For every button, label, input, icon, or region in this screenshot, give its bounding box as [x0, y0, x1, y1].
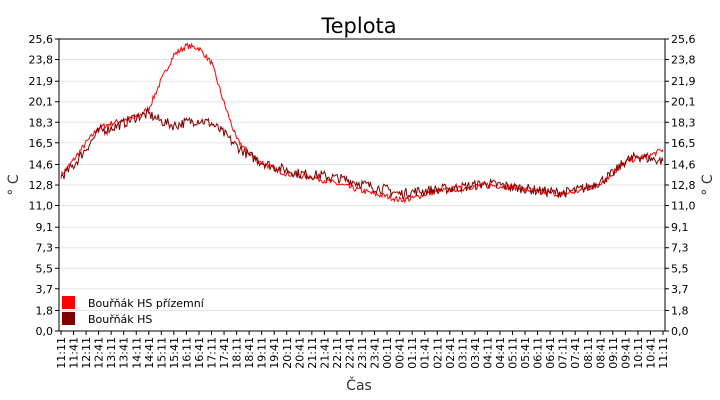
legend-label: Bouřňák HS přízemní	[88, 297, 205, 310]
y-tick-label-right: 20,1	[671, 96, 696, 109]
x-tick-label: 23:11	[356, 337, 369, 369]
y-tick-label-right: 12,8	[671, 179, 696, 192]
y-tick-label-left: 25,6	[29, 33, 54, 46]
y-tick-label-right: 25,6	[671, 33, 696, 46]
x-tick-label: 10:11	[632, 337, 645, 369]
x-tick-label: 07:11	[557, 337, 570, 369]
series-line-2	[60, 108, 664, 200]
x-tick-label: 01:11	[406, 337, 419, 369]
x-tick-label: 07:41	[569, 337, 582, 369]
y-tick-label-right: 23,8	[671, 54, 696, 67]
x-tick-label: 21:41	[318, 337, 331, 369]
legend-swatch	[62, 312, 75, 325]
x-tick-label: 03:41	[469, 337, 482, 369]
x-tick-label: 10:41	[644, 337, 657, 369]
grid	[59, 38, 665, 332]
x-tick-label: 13:11	[105, 337, 118, 369]
x-tick-label: 09:11	[607, 337, 620, 369]
x-tick-label: 04:41	[494, 337, 507, 369]
series-line-1	[60, 42, 664, 205]
x-tick-label: 13:41	[118, 337, 131, 369]
x-tick-label: 22:11	[331, 337, 344, 369]
y-tick-label-left: 11,0	[29, 200, 54, 213]
y-tick-label-left: 21,9	[29, 75, 54, 88]
x-tick-label: 20:41	[293, 337, 306, 369]
y-tick-label-left: 12,8	[29, 179, 54, 192]
x-tick-label: 14:11	[130, 337, 143, 369]
y-tick-label-right: 7,3	[671, 242, 689, 255]
x-tick-label: 02:11	[431, 337, 444, 369]
legend-label: Bouřňák HS	[88, 313, 152, 326]
x-tick-label: 02:41	[444, 337, 457, 369]
series-lines	[60, 42, 664, 205]
chart-title: Teplota	[320, 14, 396, 38]
x-ticks: 11:11 11:41 12:11 12:41 13:11 13:41 14:11 14:41…	[55, 331, 670, 369]
y-tick-label-left: 16,5	[29, 137, 54, 150]
x-tick-label: 06:41	[544, 337, 557, 369]
x-tick-label: 08:41	[594, 337, 607, 369]
x-tick-label: 21:11	[306, 337, 319, 369]
legend: Bouřňák HS přízemní Bouřňák HS	[62, 296, 205, 326]
y-tick-label-right: 21,9	[671, 75, 696, 88]
y-tick-label-right: 3,7	[671, 283, 689, 296]
x-tick-label: 01:41	[419, 337, 432, 369]
x-tick-label: 20:11	[281, 337, 294, 369]
y-tick-label-right: 18,3	[671, 116, 696, 129]
x-tick-label: 22:41	[343, 337, 356, 369]
y-tick-label-left: 20,1	[29, 96, 54, 109]
x-axis-label: Čas	[346, 376, 372, 394]
y-tick-label-left: 3,7	[36, 283, 54, 296]
x-tick-label: 04:11	[481, 337, 494, 369]
x-tick-label: 11:41	[68, 337, 81, 369]
y-tick-label-left: 7,3	[36, 242, 54, 255]
y-tick-label-right: 16,5	[671, 137, 696, 150]
y-tick-label-right: 9,1	[671, 221, 689, 234]
x-tick-label: 00:41	[394, 337, 407, 369]
x-tick-label: 00:11	[381, 337, 394, 369]
x-tick-label: 12:41	[93, 337, 106, 369]
x-tick-label: 14:41	[143, 337, 156, 369]
y-tick-label-right: 5,5	[671, 262, 689, 275]
x-tick-label: 15:11	[155, 337, 168, 369]
x-tick-label: 16:11	[180, 337, 193, 369]
x-tick-label: 06:11	[532, 337, 545, 369]
y-tick-label-left: 0,0	[36, 325, 54, 338]
x-tick-label: 09:41	[619, 337, 632, 369]
y-tick-label-left: 1,8	[36, 304, 54, 317]
x-tick-label: 05:11	[507, 337, 520, 369]
x-tick-label: 15:41	[168, 337, 181, 369]
x-tick-label: 19:11	[256, 337, 269, 369]
x-tick-label: 05:41	[519, 337, 532, 369]
x-tick-label: 17:41	[218, 337, 231, 369]
x-tick-label: 17:11	[206, 337, 219, 369]
legend-swatch	[62, 296, 75, 309]
y-tick-label-right: 11,0	[671, 200, 696, 213]
x-tick-label: 08:11	[582, 337, 595, 369]
y-tick-label-left: 9,1	[36, 221, 54, 234]
y-tick-label-left: 14,6	[29, 158, 54, 171]
y-axis-label-left: ° C	[6, 174, 22, 195]
y-tick-label-left: 23,8	[29, 54, 54, 67]
x-tick-label: 18:11	[231, 337, 244, 369]
x-tick-label: 19:41	[268, 337, 281, 369]
y-ticks: 0,0 0,0 1,8 1,8 3,7 3,7 5,5 5,5 7,3 7,3 9,1 9,1 11,0…	[29, 33, 696, 338]
x-tick-label: 03:11	[456, 337, 469, 369]
x-tick-label: 11:11	[55, 337, 68, 369]
y-tick-label-left: 18,3	[29, 116, 54, 129]
x-tick-label: 23:41	[369, 337, 382, 369]
x-tick-label: 11:11	[657, 337, 670, 369]
y-tick-label-right: 14,6	[671, 158, 696, 171]
x-tick-label: 18:41	[243, 337, 256, 369]
x-tick-label: 16:41	[193, 337, 206, 369]
x-tick-label: 12:11	[80, 337, 93, 369]
y-axis-label-right: ° C	[700, 174, 716, 195]
y-tick-label-right: 1,8	[671, 304, 689, 317]
y-tick-label-left: 5,5	[36, 262, 54, 275]
y-tick-label-right: 0,0	[671, 325, 689, 338]
